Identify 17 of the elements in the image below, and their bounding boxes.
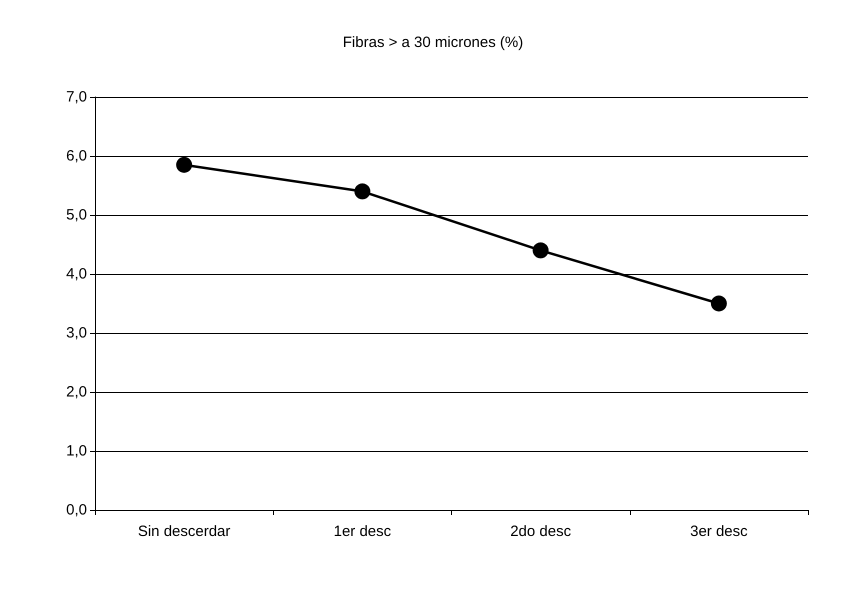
y-tick-label: 5,0 — [66, 206, 87, 224]
y-tick-label: 7,0 — [66, 88, 87, 106]
y-tick-label: 4,0 — [66, 266, 87, 282]
point — [354, 183, 370, 200]
x-tick-label: 1er desc — [334, 523, 392, 540]
y-tick-label: 2,0 — [66, 384, 87, 400]
point — [176, 156, 192, 173]
y-tick-label: 3,0 — [66, 324, 87, 342]
point — [710, 296, 727, 312]
x-tick-label: Sin descerdar — [138, 523, 230, 540]
chart-title: Fibras > a 30 micrones (%) — [342, 34, 524, 51]
x-tick-label: 2do desc — [510, 523, 572, 540]
y-tick-label: 0,0 — [66, 502, 87, 518]
y-tick-label: 1,0 — [66, 442, 87, 460]
point — [532, 242, 549, 258]
x-tick-label: 3er desc — [690, 523, 748, 540]
y-tick-label: 6,0 — [66, 148, 87, 164]
